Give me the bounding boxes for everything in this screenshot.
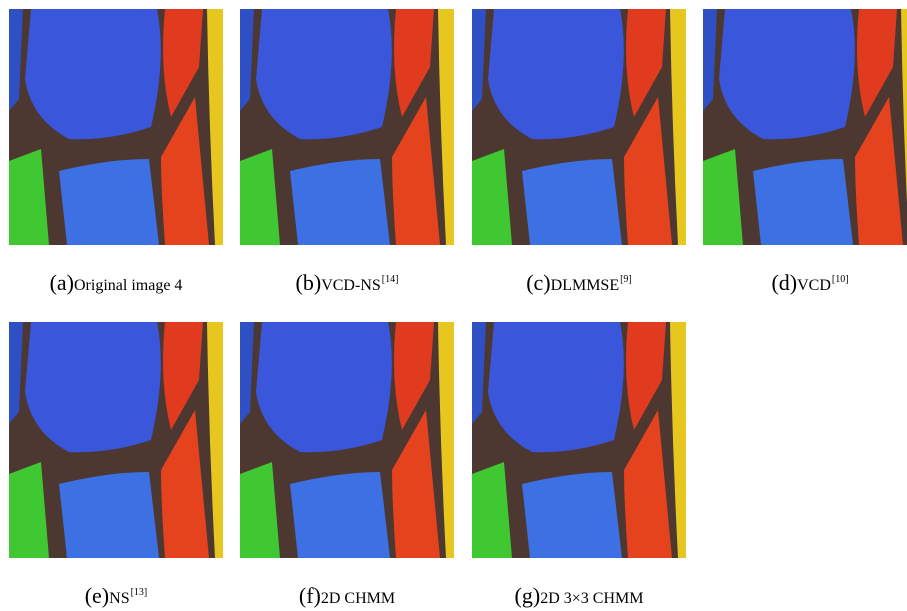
panel-label: (e) xyxy=(85,583,109,608)
reference: [14] xyxy=(382,274,399,285)
panel-caption: (f)2D CHMM xyxy=(231,583,463,609)
panel-caption: (a)Original image 4 xyxy=(0,270,232,296)
panel-caption: (g)2D 3×3 CHMM xyxy=(463,583,695,609)
panel-caption: (e)NS[13] xyxy=(0,583,232,609)
figure-page: (a)Original image 4(b)VCD-NS[14](c)DLMMS… xyxy=(0,0,907,611)
caption-text: 2D 3×3 CHMM xyxy=(540,590,643,607)
caption-text: DLMMSE xyxy=(551,277,619,294)
panel-caption: (c)DLMMSE[9] xyxy=(463,270,695,296)
panel-label: (a) xyxy=(50,270,74,295)
panel-image xyxy=(240,9,454,245)
panel-label: (d) xyxy=(771,270,797,295)
panel-image xyxy=(472,322,686,558)
panel-label: (c) xyxy=(526,270,550,295)
caption-text: NS xyxy=(109,590,129,607)
panel-label: (f) xyxy=(299,583,321,608)
panel-label: (b) xyxy=(296,270,322,295)
caption-text: VCD xyxy=(797,277,831,294)
panel-caption: (d)VCD[10] xyxy=(694,270,907,296)
caption-text: Original image 4 xyxy=(74,277,182,294)
reference: [10] xyxy=(832,274,849,285)
panel-caption: (b)VCD-NS[14] xyxy=(231,270,463,296)
reference: [9] xyxy=(620,274,632,285)
panel-image xyxy=(9,9,223,245)
panel-image xyxy=(240,322,454,558)
caption-text: 2D CHMM xyxy=(321,590,395,607)
panel-label: (g) xyxy=(515,583,541,608)
reference: [13] xyxy=(131,587,148,598)
caption-text: VCD-NS xyxy=(321,277,381,294)
panel-image xyxy=(472,9,686,245)
panel-image xyxy=(703,9,907,245)
panel-image xyxy=(9,322,223,558)
